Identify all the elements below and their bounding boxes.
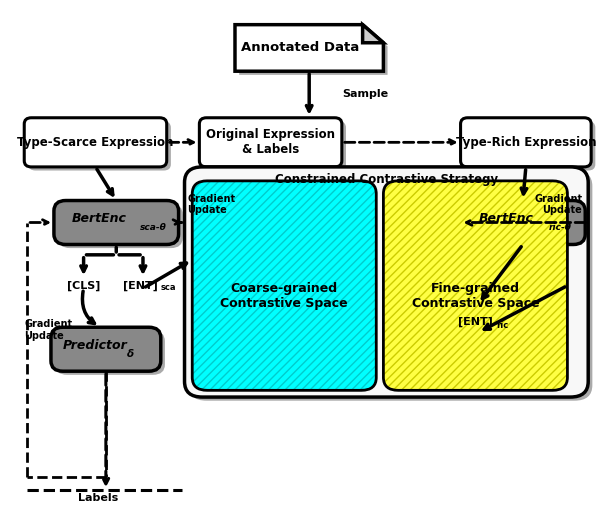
Text: Gradient
Update: Gradient Update xyxy=(187,193,236,215)
FancyBboxPatch shape xyxy=(383,181,567,391)
FancyBboxPatch shape xyxy=(28,121,171,171)
Text: Constrained Contrastive Strategy: Constrained Contrastive Strategy xyxy=(275,173,498,186)
FancyBboxPatch shape xyxy=(460,201,585,244)
FancyBboxPatch shape xyxy=(203,121,346,171)
Text: sca-θ: sca-θ xyxy=(140,223,167,232)
Polygon shape xyxy=(235,24,383,71)
Text: Type-Rich Expression: Type-Rich Expression xyxy=(456,136,596,149)
Text: Sample: Sample xyxy=(342,89,388,99)
Text: BertEnc: BertEnc xyxy=(72,212,126,225)
FancyBboxPatch shape xyxy=(192,181,376,391)
Text: Gradient
Update: Gradient Update xyxy=(24,319,72,341)
FancyBboxPatch shape xyxy=(185,167,588,397)
Text: δ: δ xyxy=(126,349,133,359)
Polygon shape xyxy=(363,24,383,43)
Text: Original Expression
& Labels: Original Expression & Labels xyxy=(206,128,335,157)
Text: [ENT]: [ENT] xyxy=(458,317,493,327)
Text: Labels: Labels xyxy=(79,493,119,503)
Polygon shape xyxy=(239,28,387,75)
Text: Predictor: Predictor xyxy=(63,339,128,352)
FancyBboxPatch shape xyxy=(465,121,596,171)
FancyBboxPatch shape xyxy=(58,204,183,248)
Text: BertEnc: BertEnc xyxy=(478,212,533,225)
Text: ric-θ: ric-θ xyxy=(548,223,571,232)
Text: Annotated Data: Annotated Data xyxy=(241,42,359,55)
FancyBboxPatch shape xyxy=(188,171,593,401)
Text: [CLS]: [CLS] xyxy=(67,281,100,291)
Text: Gradient
Update: Gradient Update xyxy=(534,193,582,215)
Text: ric: ric xyxy=(496,320,508,330)
Text: Fine-grained
Contrastive Space: Fine-grained Contrastive Space xyxy=(411,282,539,310)
Text: [ENT]: [ENT] xyxy=(123,281,157,291)
Text: Type-Scarce Expression: Type-Scarce Expression xyxy=(17,136,174,149)
Text: Coarse-grained
Contrastive Space: Coarse-grained Contrastive Space xyxy=(220,282,348,310)
FancyBboxPatch shape xyxy=(200,118,342,167)
FancyBboxPatch shape xyxy=(55,331,165,375)
FancyBboxPatch shape xyxy=(54,201,179,244)
FancyBboxPatch shape xyxy=(24,118,167,167)
Text: sca: sca xyxy=(161,283,176,292)
FancyBboxPatch shape xyxy=(465,204,589,248)
FancyBboxPatch shape xyxy=(460,118,591,167)
FancyBboxPatch shape xyxy=(51,327,161,371)
